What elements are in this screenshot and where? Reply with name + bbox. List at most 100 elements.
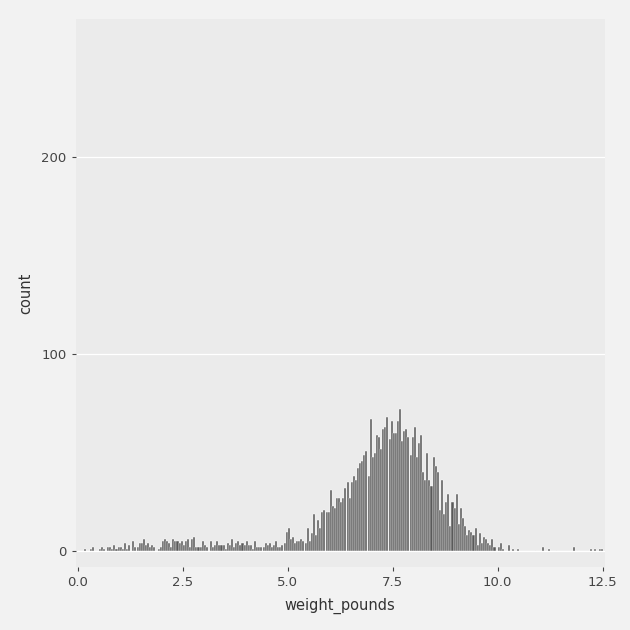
- Bar: [460, 508, 462, 551]
- Bar: [420, 435, 422, 551]
- Bar: [252, 549, 254, 551]
- Bar: [170, 547, 172, 551]
- Bar: [139, 543, 140, 551]
- Bar: [483, 537, 485, 551]
- Bar: [164, 539, 166, 551]
- Bar: [455, 494, 458, 551]
- Bar: [288, 527, 290, 551]
- Bar: [326, 512, 328, 551]
- Bar: [254, 541, 256, 551]
- Bar: [365, 450, 367, 551]
- Bar: [115, 549, 118, 551]
- Bar: [380, 449, 382, 551]
- Bar: [447, 494, 449, 551]
- Bar: [273, 546, 275, 551]
- Bar: [284, 543, 285, 551]
- Bar: [311, 534, 313, 551]
- Bar: [203, 546, 206, 551]
- Bar: [502, 549, 504, 551]
- Bar: [445, 502, 447, 551]
- Bar: [307, 527, 309, 551]
- Bar: [464, 525, 466, 551]
- Bar: [304, 543, 307, 551]
- Bar: [517, 549, 518, 551]
- Bar: [430, 486, 433, 551]
- Bar: [323, 510, 326, 551]
- Bar: [462, 518, 464, 551]
- Bar: [395, 433, 397, 551]
- Bar: [260, 547, 263, 551]
- Bar: [332, 506, 334, 551]
- Bar: [428, 480, 430, 551]
- Bar: [370, 419, 372, 551]
- Bar: [418, 443, 420, 551]
- Bar: [493, 547, 496, 551]
- Bar: [134, 547, 137, 551]
- Bar: [231, 539, 233, 551]
- Bar: [103, 549, 105, 551]
- Bar: [414, 427, 416, 551]
- Bar: [120, 547, 122, 551]
- Bar: [90, 549, 93, 551]
- Bar: [386, 417, 389, 551]
- Bar: [126, 549, 128, 551]
- Bar: [392, 433, 395, 551]
- Bar: [113, 546, 115, 551]
- Bar: [168, 543, 170, 551]
- Bar: [159, 547, 162, 551]
- Bar: [275, 541, 277, 551]
- Bar: [329, 490, 332, 551]
- Bar: [220, 546, 222, 551]
- Bar: [422, 472, 424, 551]
- Bar: [317, 520, 319, 551]
- Bar: [355, 480, 357, 551]
- Bar: [338, 498, 340, 551]
- Bar: [183, 546, 185, 551]
- Bar: [265, 543, 266, 551]
- Bar: [315, 536, 317, 551]
- Bar: [391, 421, 392, 551]
- Bar: [158, 549, 159, 551]
- Bar: [359, 462, 361, 551]
- Bar: [122, 549, 124, 551]
- Bar: [271, 547, 273, 551]
- Bar: [600, 549, 603, 551]
- Bar: [266, 546, 269, 551]
- Bar: [594, 549, 597, 551]
- Bar: [137, 547, 139, 551]
- Bar: [222, 546, 225, 551]
- Bar: [361, 461, 364, 551]
- X-axis label: weight_pounds: weight_pounds: [285, 597, 396, 614]
- Bar: [500, 543, 502, 551]
- Bar: [172, 539, 175, 551]
- Bar: [334, 508, 336, 551]
- Bar: [443, 514, 445, 551]
- Bar: [424, 480, 427, 551]
- Bar: [408, 437, 410, 551]
- Bar: [321, 512, 323, 551]
- Bar: [590, 549, 592, 551]
- Bar: [235, 543, 238, 551]
- Bar: [477, 546, 479, 551]
- Bar: [206, 547, 208, 551]
- Bar: [384, 427, 386, 551]
- Bar: [118, 547, 120, 551]
- Bar: [481, 543, 483, 551]
- Bar: [93, 547, 94, 551]
- Bar: [441, 480, 443, 551]
- Bar: [490, 546, 491, 551]
- Bar: [435, 466, 437, 551]
- Bar: [336, 498, 338, 551]
- Bar: [471, 532, 472, 551]
- Bar: [382, 429, 384, 551]
- Bar: [548, 549, 550, 551]
- Bar: [277, 547, 279, 551]
- Bar: [378, 437, 380, 551]
- Bar: [128, 546, 130, 551]
- Bar: [296, 541, 298, 551]
- Bar: [191, 539, 193, 551]
- Bar: [210, 541, 212, 551]
- Bar: [229, 546, 231, 551]
- Bar: [449, 525, 452, 551]
- Bar: [294, 543, 296, 551]
